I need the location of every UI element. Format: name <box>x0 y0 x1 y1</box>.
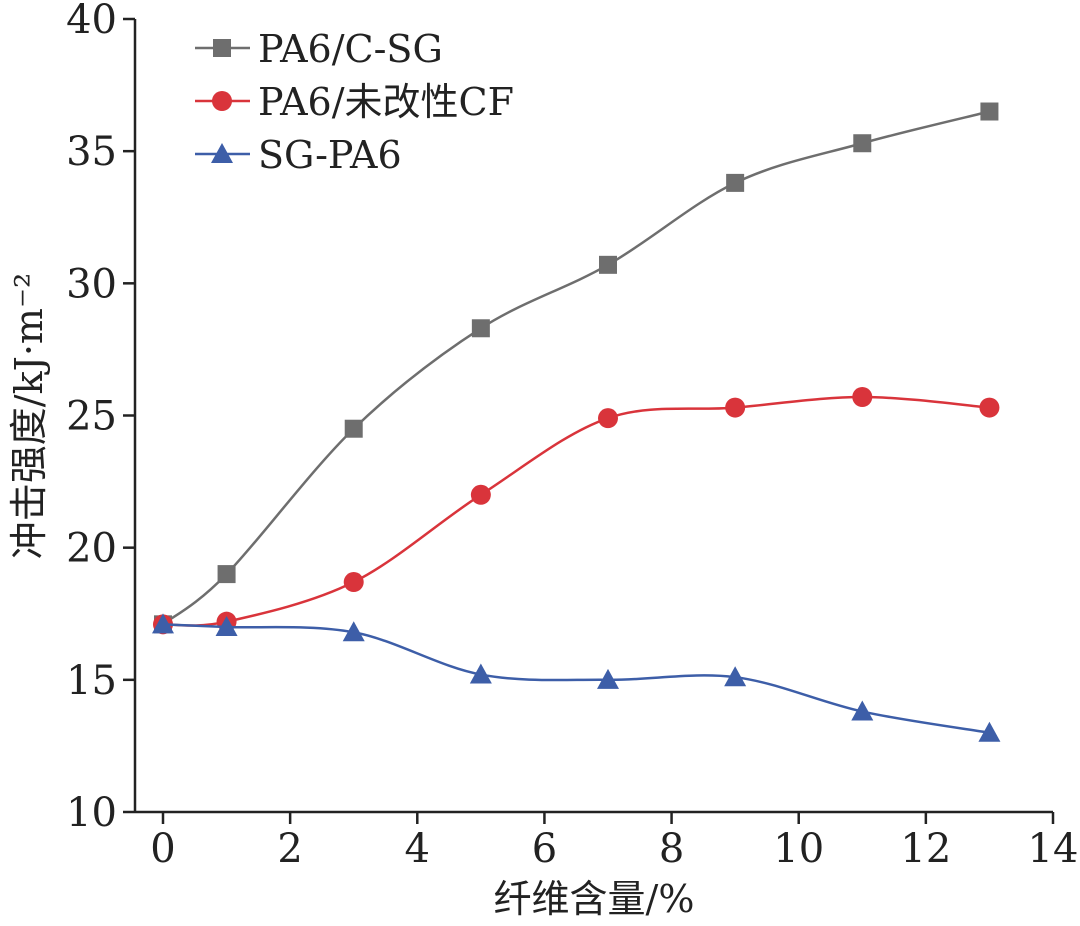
y-tick-label: 25 <box>66 394 117 440</box>
triangle-marker <box>851 700 874 721</box>
triangle-marker <box>469 663 492 684</box>
square-marker <box>344 419 363 438</box>
circle-marker <box>852 386 873 407</box>
x-tick-label: 4 <box>405 826 430 872</box>
x-tick-label: 0 <box>150 826 175 872</box>
triangle-marker <box>978 721 1001 742</box>
triangle-marker <box>724 666 747 687</box>
series-3 <box>152 613 1001 742</box>
x-tick-label: 8 <box>659 826 684 872</box>
circle-marker <box>725 397 746 418</box>
x-tick-label: 14 <box>1028 826 1079 872</box>
triangle-marker <box>597 668 619 689</box>
legend-label: PA6/未改性CF <box>258 80 514 124</box>
y-tick-label: 15 <box>66 658 117 704</box>
triangle-marker <box>342 621 365 642</box>
square-marker <box>726 173 745 192</box>
legend-circle-marker <box>212 91 232 111</box>
legend-label: SG-PA6 <box>258 133 402 177</box>
x-tick-label: 6 <box>532 826 557 872</box>
y-axis-label: 冲击强度/kJ·m⁻² <box>7 273 51 559</box>
series-line <box>162 110 990 626</box>
x-axis-label: 纤维含量/% <box>494 877 695 921</box>
legend: PA6/C-SG PA6/未改性CF SG-PA6 <box>195 27 514 177</box>
square-marker <box>980 102 999 121</box>
triangle-marker <box>152 613 174 634</box>
y-tick-label: 40 <box>66 0 117 43</box>
axes: 10 15 20 25 30 35 40 0 2 4 6 8 10 12 14 <box>66 0 1078 872</box>
circle-marker <box>598 408 618 429</box>
x-tick-label: 2 <box>277 826 302 872</box>
y-tick-label: 35 <box>66 129 117 175</box>
series-line <box>162 395 990 627</box>
circle-marker <box>470 484 491 505</box>
square-marker <box>217 565 236 584</box>
circle-marker <box>343 572 364 593</box>
triangle-marker <box>215 615 238 636</box>
legend-triangle-marker <box>211 143 233 163</box>
series-1 <box>154 102 999 634</box>
series-line <box>162 623 990 734</box>
square-marker <box>599 255 617 274</box>
legend-label: PA6/C-SG <box>258 27 443 71</box>
y-tick-label: 30 <box>66 261 117 307</box>
y-tick-label: 10 <box>66 790 117 836</box>
square-marker <box>471 319 490 338</box>
x-tick-label: 10 <box>773 826 824 872</box>
series-layer <box>152 102 1001 742</box>
square-marker <box>853 134 872 153</box>
x-tick-label: 12 <box>900 826 951 872</box>
y-tick-label: 20 <box>66 526 117 572</box>
circle-marker <box>979 397 1000 418</box>
legend-square-marker <box>213 39 231 57</box>
